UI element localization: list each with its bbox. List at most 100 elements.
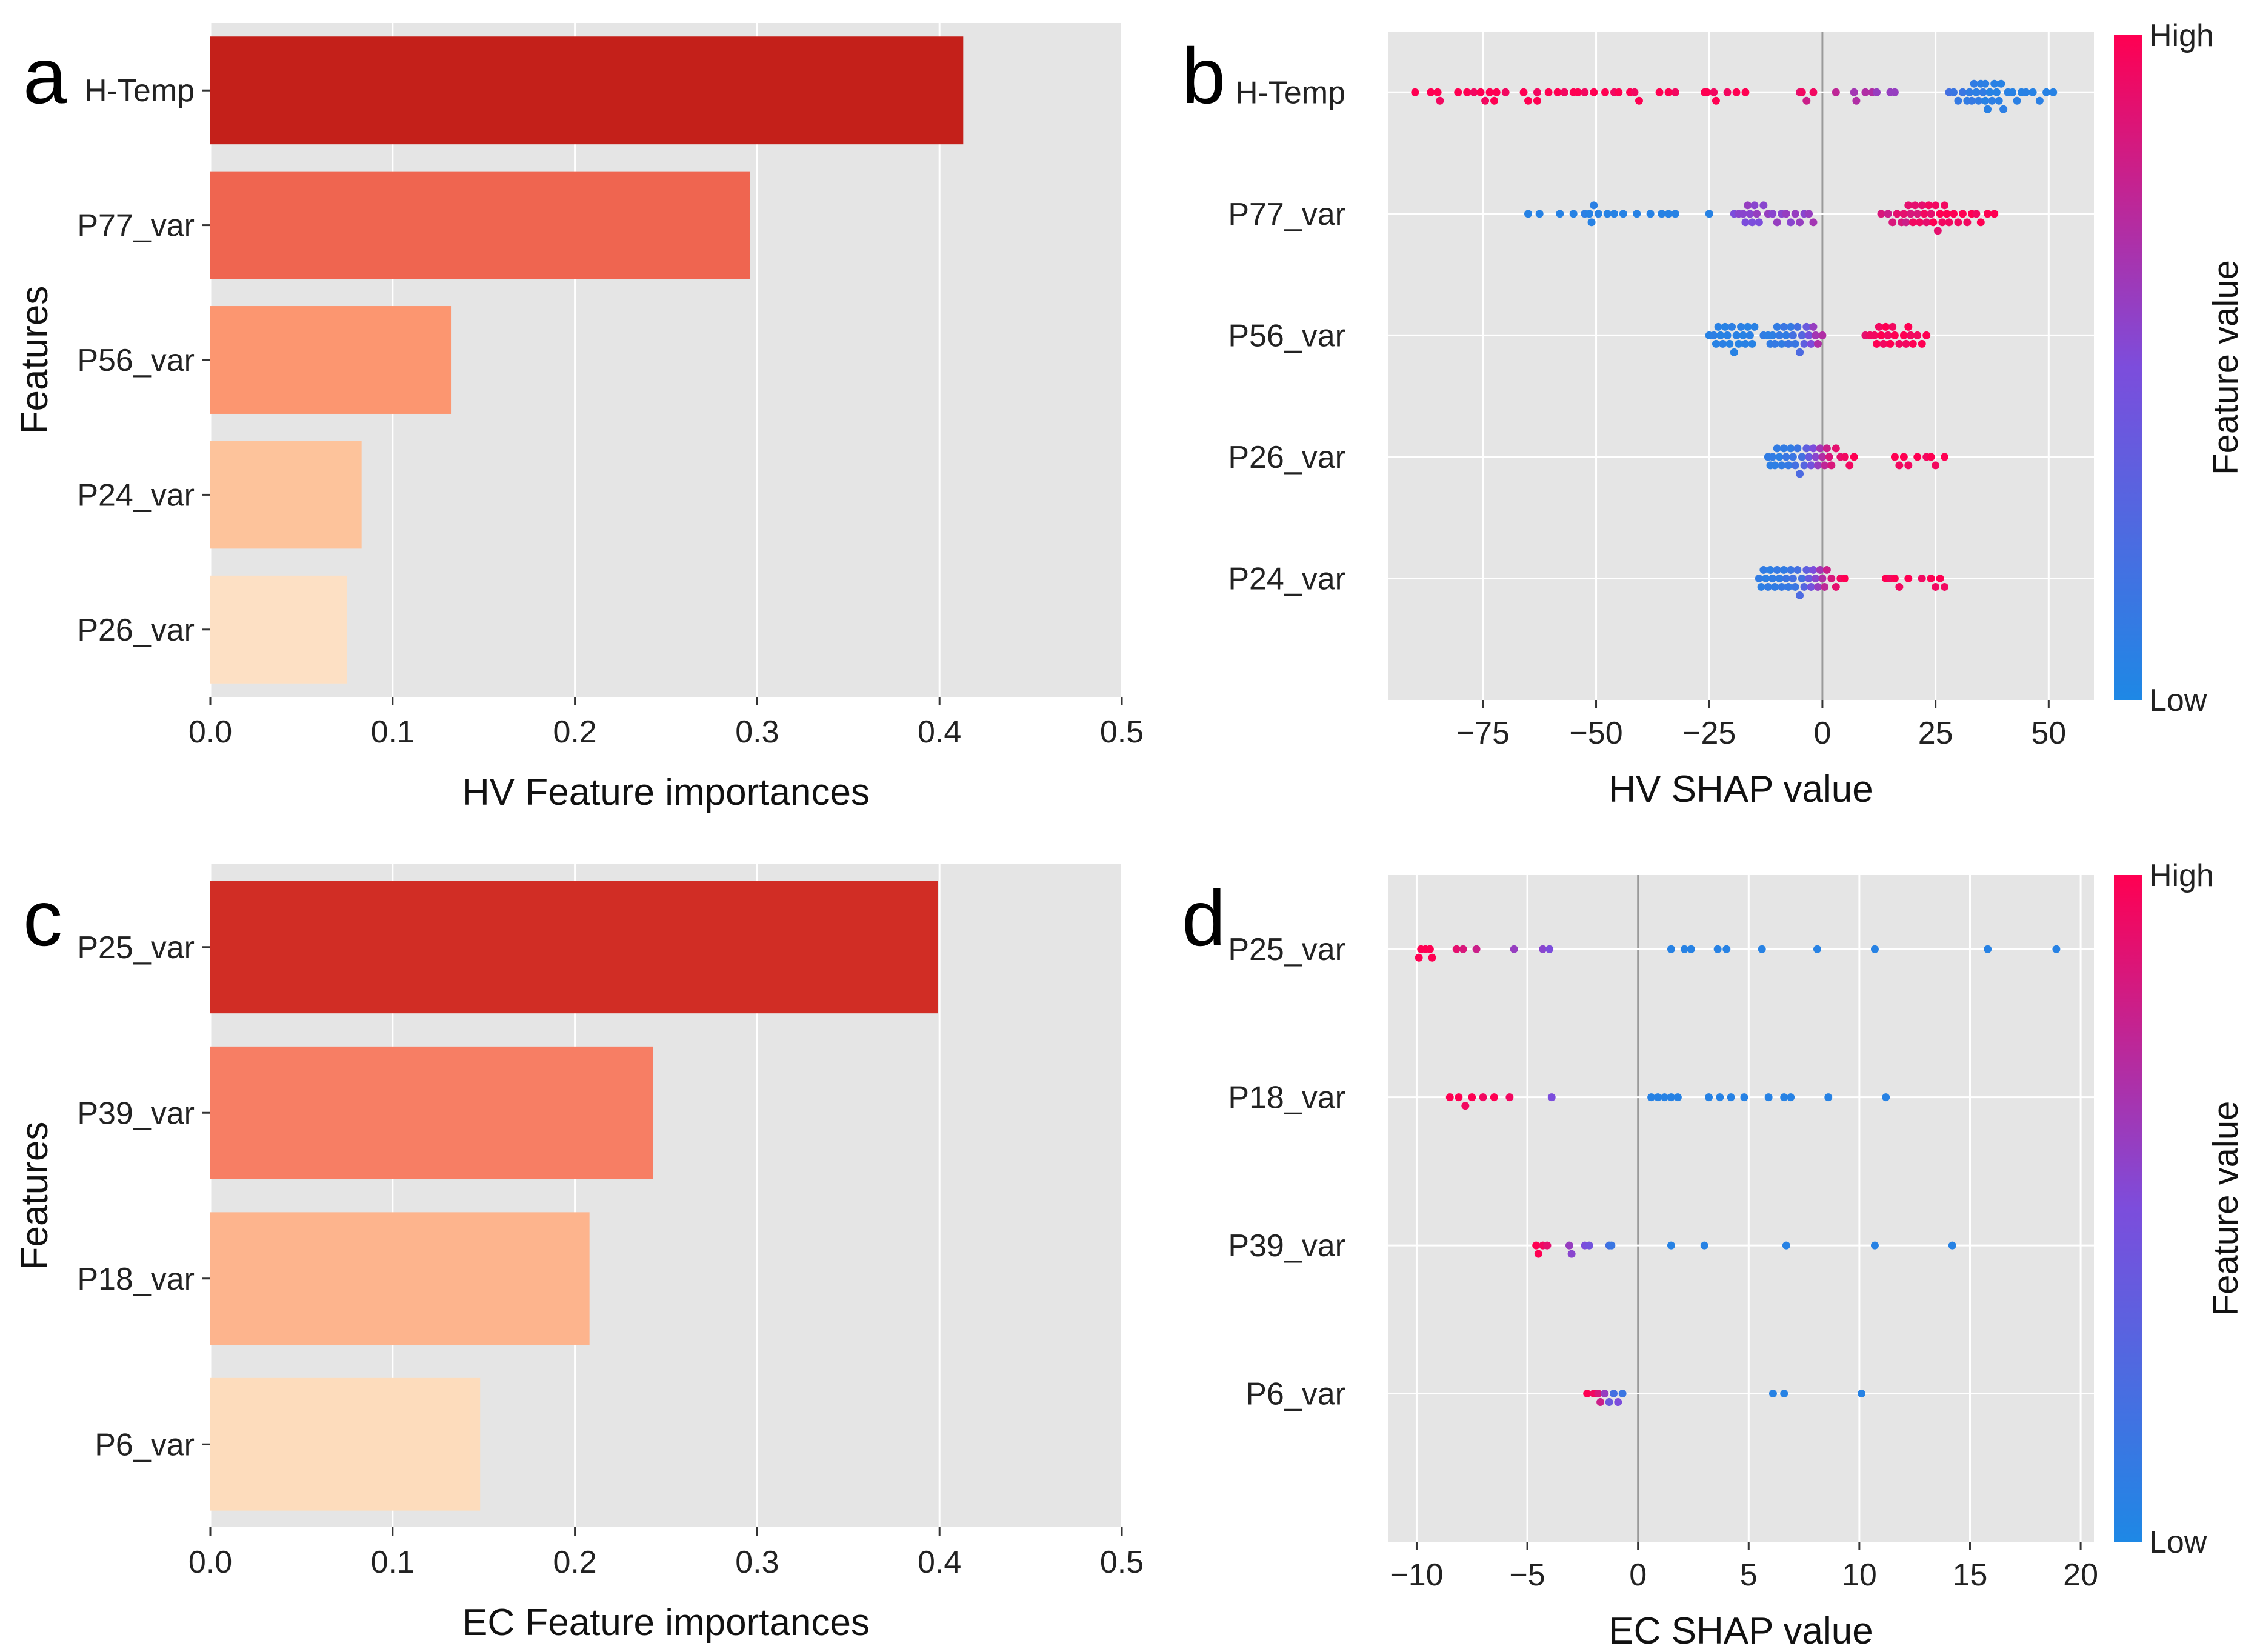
x-axis-label: HV SHAP value xyxy=(1608,768,1873,810)
shap-point xyxy=(1687,945,1695,953)
shap-point xyxy=(1927,574,1935,582)
shap-point xyxy=(1798,453,1806,461)
shap-point xyxy=(1721,322,1729,331)
shap-point xyxy=(1630,88,1639,96)
category-label: P18_var xyxy=(77,1262,195,1297)
shap-point xyxy=(1771,582,1779,591)
colorbar xyxy=(2114,35,2142,700)
shap-point xyxy=(1585,1241,1593,1250)
panel-d: −10 −5 0 5 10 15 20 P25_var P18_var P39_var P6_var… xyxy=(1182,858,2245,1652)
shap-point xyxy=(1712,96,1720,105)
shap-point xyxy=(1759,201,1768,210)
shap-point xyxy=(1658,210,1666,218)
shap-point xyxy=(1832,444,1840,453)
shap-point xyxy=(1793,444,1802,453)
shap-point xyxy=(1899,453,1908,461)
shap-point xyxy=(1895,582,1904,591)
shap-point xyxy=(1671,210,1679,218)
shap-point xyxy=(1664,88,1673,96)
shap-point xyxy=(1798,88,1806,96)
shap-point xyxy=(1787,444,1795,453)
shap-point xyxy=(1915,218,1924,227)
colorbar-high-label: High xyxy=(2149,18,2214,53)
shap-point xyxy=(1825,453,1833,461)
shap-point xyxy=(1958,88,1967,96)
shap-point xyxy=(1603,210,1612,218)
shap-point xyxy=(1791,339,1799,348)
shap-point xyxy=(1741,218,1750,227)
shap-point xyxy=(1902,339,1910,348)
category-label: P56_var xyxy=(1228,318,1345,353)
category-label: P25_var xyxy=(77,930,195,965)
shap-point xyxy=(1780,1390,1788,1398)
shap-point xyxy=(1852,96,1861,105)
shap-point xyxy=(1805,331,1813,339)
shap-point xyxy=(1722,945,1731,953)
shap-point xyxy=(1784,582,1793,591)
shap-point xyxy=(1463,88,1472,96)
shap-point xyxy=(1945,218,1953,227)
shap-point xyxy=(1981,79,1990,88)
shap-point xyxy=(1922,218,1931,227)
shap-point xyxy=(1556,210,1564,218)
category-label: P24_var xyxy=(77,478,195,513)
shap-point xyxy=(1818,331,1827,339)
shap-point xyxy=(1888,218,1897,227)
shap-point xyxy=(1827,574,1836,582)
shap-point xyxy=(1601,88,1609,96)
shap-point xyxy=(1779,565,1788,574)
shap-point xyxy=(1619,210,1627,218)
shap-point xyxy=(1850,453,1858,461)
shap-point xyxy=(1787,1093,1795,1102)
shap-point xyxy=(1714,322,1722,331)
shap-point xyxy=(1791,210,1799,218)
shap-point xyxy=(1812,574,1820,582)
shap-point xyxy=(1845,461,1854,470)
shap-point xyxy=(1673,1093,1682,1102)
shap-point xyxy=(1949,88,1958,96)
shap-point xyxy=(1807,582,1815,591)
shap-point xyxy=(1784,461,1793,470)
category-label: P26_var xyxy=(1228,440,1345,475)
shap-point xyxy=(1816,444,1824,453)
shap-point xyxy=(1858,1390,1866,1398)
shap-point xyxy=(1739,331,1747,339)
shap-point xyxy=(1705,210,1713,218)
shap-point xyxy=(1827,461,1836,470)
shap-point xyxy=(1667,1093,1675,1102)
shap-point xyxy=(1958,210,1967,218)
shap-point xyxy=(1904,574,1913,582)
shap-point xyxy=(1567,1250,1576,1258)
shap-point xyxy=(1553,88,1562,96)
shap-point xyxy=(1654,1093,1662,1102)
x-tick-label: 0.0 xyxy=(188,714,232,750)
shap-point xyxy=(1802,322,1811,331)
shap-point xyxy=(1899,210,1908,218)
shap-point xyxy=(1911,201,1919,210)
category-label: P6_var xyxy=(1245,1377,1345,1412)
shap-point xyxy=(1938,218,1947,227)
shap-point xyxy=(1719,339,1727,348)
shap-point xyxy=(1510,945,1518,953)
shap-point xyxy=(1813,461,1822,470)
category-label: P77_var xyxy=(1228,197,1345,232)
shap-point xyxy=(1832,88,1840,96)
shap-point xyxy=(1904,201,1913,210)
shap-point xyxy=(1748,218,1756,227)
category-label: P26_var xyxy=(77,613,195,648)
shap-point xyxy=(1470,88,1478,96)
shap-point xyxy=(1816,565,1824,574)
shap-point xyxy=(1788,574,1797,582)
x-tick-label: 25 xyxy=(1918,716,1953,751)
shap-point xyxy=(1594,1390,1602,1398)
shap-point xyxy=(1778,461,1786,470)
shap-point xyxy=(1581,88,1589,96)
category-label: P39_var xyxy=(77,1096,195,1131)
shap-point xyxy=(1732,88,1741,96)
shap-point xyxy=(1812,453,1820,461)
shap-point xyxy=(1775,574,1784,582)
shap-point xyxy=(1667,1241,1675,1250)
shap-point xyxy=(2008,88,2017,96)
shap-point xyxy=(1841,453,1849,461)
